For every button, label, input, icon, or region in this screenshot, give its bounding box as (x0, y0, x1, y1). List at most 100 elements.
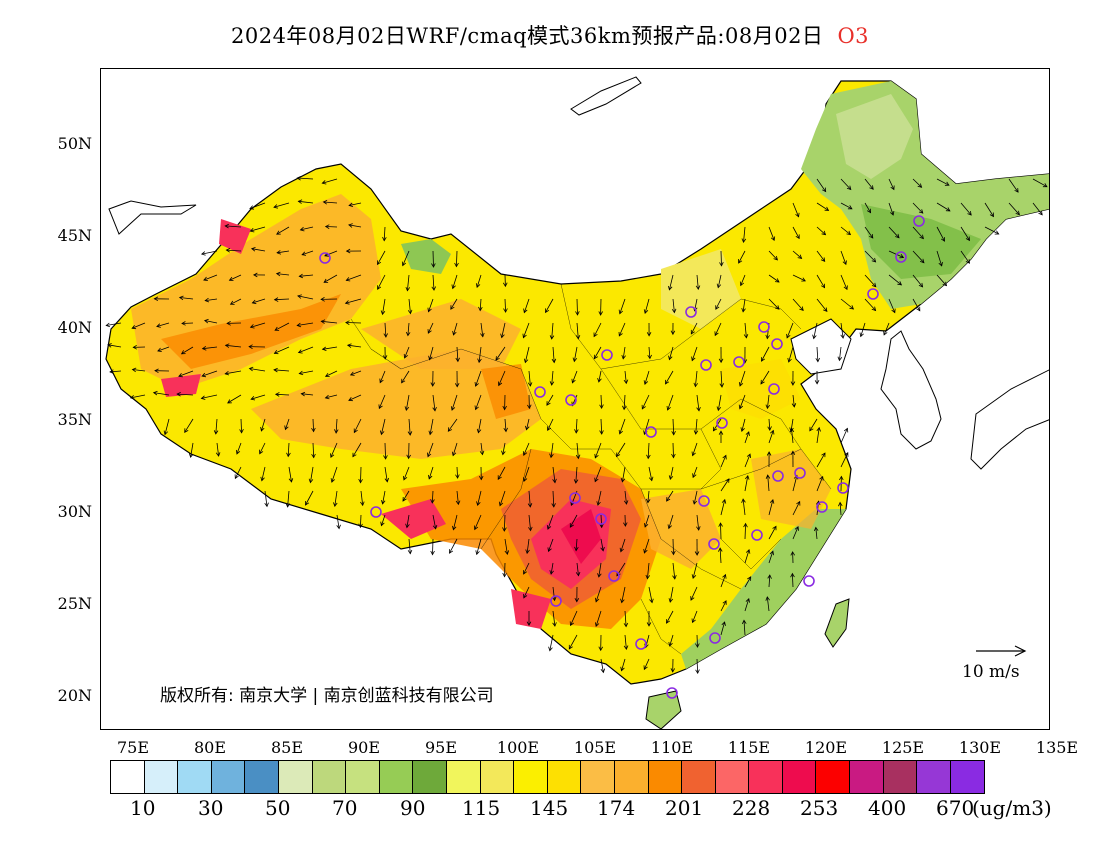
lon-label: 80E (193, 738, 227, 757)
station-marker (708, 538, 720, 550)
legend-tick-label: 145 (530, 796, 569, 820)
legend-swatch (346, 761, 380, 793)
station-marker (595, 513, 607, 525)
lon-label: 105E (573, 738, 617, 757)
lon-label: 85E (270, 738, 304, 757)
lat-label: 50N (57, 134, 92, 153)
title-text: 2024年08月02日WRF/cmaq模式36km预报产品:08月02日 (230, 24, 824, 48)
station-marker (913, 215, 925, 227)
lat-label: 40N (57, 318, 92, 337)
legend-swatch (782, 761, 817, 793)
legend-swatch (850, 761, 884, 793)
legend-swatch (682, 761, 716, 793)
station-marker (601, 349, 613, 361)
map-frame (100, 68, 1050, 730)
station-marker (758, 321, 770, 333)
legend-swatch (211, 761, 246, 793)
station-marker (733, 356, 745, 368)
station-markers (319, 215, 925, 699)
lon-label: 120E (804, 738, 848, 757)
lon-label: 95E (424, 738, 458, 757)
province-boundaries (350, 283, 832, 655)
station-marker (550, 595, 562, 607)
legend-tick-label: 30 (198, 796, 224, 820)
japan-coastline (970, 369, 1049, 470)
legend-tick-label: 228 (732, 796, 771, 820)
wind-vector-field (105, 175, 1048, 675)
station-marker (569, 492, 581, 504)
lon-label: 90E (347, 738, 381, 757)
lat-label: 45N (57, 226, 92, 245)
station-marker (768, 383, 780, 395)
station-marker (751, 529, 763, 541)
hainan (645, 690, 682, 729)
station-marker (771, 338, 783, 350)
legend-swatch (883, 761, 918, 793)
legend-swatch (312, 761, 347, 793)
legend-tick-label: 50 (265, 796, 291, 820)
station-marker (565, 394, 577, 406)
station-marker (534, 386, 546, 398)
legend-swatch (144, 761, 179, 793)
o3-concentration-map (105, 76, 1049, 729)
legend-swatch (648, 761, 683, 793)
tibet-orange-zone (251, 349, 541, 459)
station-marker (635, 638, 647, 650)
lon-label: 130E (958, 738, 1002, 757)
balkhash-outline (108, 200, 197, 235)
color-legend-bar (110, 760, 986, 794)
legend-tick-label: 670 (936, 796, 975, 820)
lat-label: 35N (57, 410, 92, 429)
lat-label: 20N (57, 686, 92, 705)
legend-tick-label: 10 (130, 796, 156, 820)
species-label: O3 (837, 24, 870, 48)
lon-label: 110E (650, 738, 694, 757)
legend-tick-label: 70 (332, 796, 358, 820)
legend-swatch (715, 761, 750, 793)
legend-swatch (278, 761, 313, 793)
bohai-bay (790, 318, 852, 375)
station-marker (867, 288, 879, 300)
legend-swatch (917, 761, 951, 793)
legend-tick-label: 90 (400, 796, 426, 820)
page-title: 2024年08月02日WRF/cmaq模式36km预报产品:08月02日 O3 (0, 20, 1100, 50)
legend-unit: (ug/m3) (972, 796, 1052, 820)
station-marker (895, 251, 907, 263)
station-marker (608, 570, 620, 582)
legend-tick-label: 400 (868, 796, 907, 820)
station-marker (685, 306, 697, 318)
lat-label: 25N (57, 594, 92, 613)
legend-tick-label: 174 (597, 796, 636, 820)
legend-swatch (749, 761, 783, 793)
station-marker (698, 495, 710, 507)
station-marker (794, 467, 806, 479)
station-marker (709, 632, 721, 644)
legend-swatch (413, 761, 447, 793)
legend-tick-label: 115 (462, 796, 501, 820)
station-marker (370, 506, 382, 518)
lake-baikal (570, 76, 642, 116)
lat-label: 30N (57, 502, 92, 521)
legend-tick-label: 253 (800, 796, 839, 820)
legend-swatch (446, 761, 481, 793)
station-marker (319, 252, 331, 264)
legend-swatch (816, 761, 851, 793)
station-marker (645, 426, 657, 438)
legend-swatch (950, 761, 985, 793)
legend-swatch (614, 761, 649, 793)
lon-label: 135E (1035, 738, 1079, 757)
station-marker (772, 470, 784, 482)
lon-label: 125E (881, 738, 925, 757)
legend-swatch (547, 761, 582, 793)
station-marker (837, 482, 849, 494)
station-marker (803, 575, 815, 587)
legend-swatch (178, 761, 212, 793)
legend-swatch (111, 761, 145, 793)
copyright-notice: 版权所有: 南京大学 | 南京创蓝科技有限公司 (160, 686, 494, 706)
station-marker (700, 359, 712, 371)
legend-swatch (379, 761, 414, 793)
legend-swatch (514, 761, 548, 793)
lon-label: 75E (116, 738, 150, 757)
wind-scale-label: 10 m/s (962, 662, 1020, 682)
legend-swatch (581, 761, 615, 793)
